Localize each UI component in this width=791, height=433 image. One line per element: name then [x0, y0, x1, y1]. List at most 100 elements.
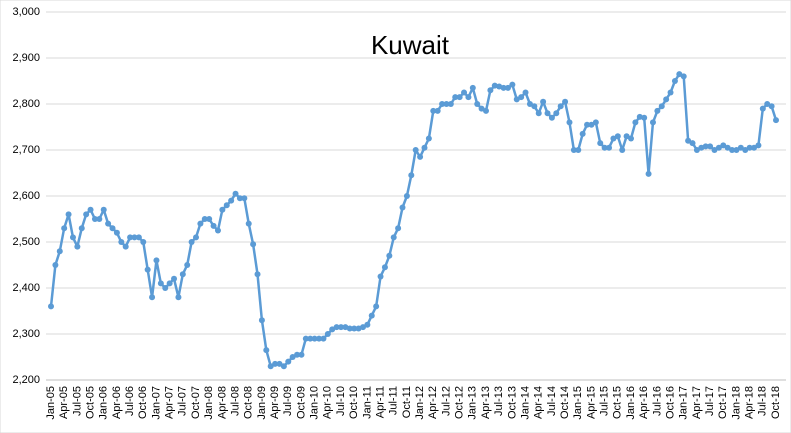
data-point	[316, 335, 323, 342]
data-point	[619, 147, 626, 153]
x-tick-label: Oct-13	[506, 386, 518, 419]
data-point	[715, 144, 722, 151]
x-tick-label: Oct-15	[612, 386, 624, 419]
data-point	[276, 360, 283, 367]
data-point	[724, 144, 731, 151]
data-point	[280, 363, 287, 370]
data-point	[144, 266, 151, 273]
data-point	[628, 135, 634, 142]
data-point	[504, 84, 511, 91]
data-point	[421, 144, 428, 151]
data-point	[232, 190, 239, 197]
data-point	[210, 222, 217, 229]
data-point	[351, 325, 358, 332]
data-point	[412, 147, 419, 153]
data-point	[764, 101, 771, 107]
x-tick-label: Apr-10	[322, 386, 334, 419]
data-point	[671, 78, 678, 84]
x-tick-label: Oct-11	[401, 386, 413, 418]
data-point	[289, 354, 296, 360]
data-point	[171, 275, 178, 282]
y-tick-label: 2,200	[12, 374, 40, 386]
data-point	[531, 103, 538, 110]
data-point	[513, 96, 520, 103]
x-tick-label: Apr-17	[691, 386, 703, 419]
x-tick-label: Apr-12	[427, 386, 439, 419]
x-tick-label: Jan-14	[519, 386, 531, 420]
data-point	[83, 211, 90, 218]
x-tick-label: Oct-08	[243, 386, 255, 419]
x-tick-label: Apr-07	[164, 386, 176, 419]
x-tick-label: Jan-16	[625, 386, 637, 420]
data-point	[548, 114, 555, 121]
data-point	[56, 248, 63, 255]
data-point	[241, 195, 248, 202]
data-point	[131, 234, 138, 241]
data-point	[69, 234, 76, 241]
data-point	[127, 234, 134, 241]
data-point	[641, 114, 648, 121]
x-tick-label: Oct-14	[559, 386, 571, 419]
data-point	[711, 147, 718, 153]
data-point	[649, 119, 656, 126]
data-point	[166, 280, 173, 287]
x-tick-label: Jan-09	[256, 386, 268, 420]
data-point	[179, 271, 186, 278]
data-point	[272, 360, 279, 367]
data-point	[623, 133, 630, 140]
data-point	[188, 239, 195, 245]
data-point	[118, 239, 125, 245]
data-point	[689, 140, 696, 147]
x-tick-label: Oct-16	[664, 386, 676, 419]
data-point	[452, 94, 459, 101]
x-tick-label: Oct-18	[770, 386, 782, 419]
data-point	[614, 133, 621, 140]
data-point	[562, 98, 569, 105]
x-tick-label: Apr-15	[585, 386, 597, 419]
data-point	[52, 262, 59, 268]
x-tick-label: Jul-18	[757, 386, 769, 416]
data-point	[91, 216, 98, 222]
x-tick-label: Apr-08	[216, 386, 228, 419]
data-point	[285, 358, 292, 365]
data-point	[575, 147, 582, 153]
data-point	[122, 243, 129, 250]
data-point	[109, 225, 116, 232]
data-point	[228, 197, 235, 204]
x-tick-label: Oct-10	[348, 386, 360, 419]
x-tick-label: Jul-12	[440, 386, 452, 416]
data-point	[500, 84, 507, 91]
y-tick-label: 2,500	[12, 236, 40, 248]
data-point	[667, 89, 674, 96]
data-point	[584, 121, 591, 128]
data-point	[570, 147, 577, 153]
data-point	[153, 257, 160, 264]
data-point	[329, 326, 336, 333]
data-point	[390, 234, 397, 241]
data-point	[434, 107, 441, 114]
data-point	[201, 216, 208, 222]
data-point	[518, 94, 525, 101]
x-tick-label: Oct-12	[454, 386, 466, 419]
x-tick-label: Oct-09	[295, 386, 307, 419]
data-point	[737, 144, 744, 151]
x-tick-label: Jan-07	[150, 386, 162, 420]
data-point	[746, 144, 753, 151]
data-point	[588, 121, 595, 128]
x-tick-label: Jan-06	[98, 386, 110, 420]
data-point	[78, 225, 85, 232]
data-point	[702, 143, 709, 150]
data-point	[364, 321, 371, 328]
y-tick-label: 2,300	[12, 328, 40, 340]
y-tick-label: 2,400	[12, 282, 40, 294]
data-point	[417, 153, 424, 160]
data-point	[742, 147, 749, 153]
data-point	[61, 225, 68, 232]
data-point	[733, 147, 740, 153]
data-point	[65, 211, 72, 218]
x-tick-label: Jan-18	[730, 386, 742, 420]
data-point	[408, 172, 415, 179]
data-point	[175, 294, 182, 301]
x-tick-label: Jan-05	[45, 386, 57, 420]
data-point	[693, 147, 700, 153]
